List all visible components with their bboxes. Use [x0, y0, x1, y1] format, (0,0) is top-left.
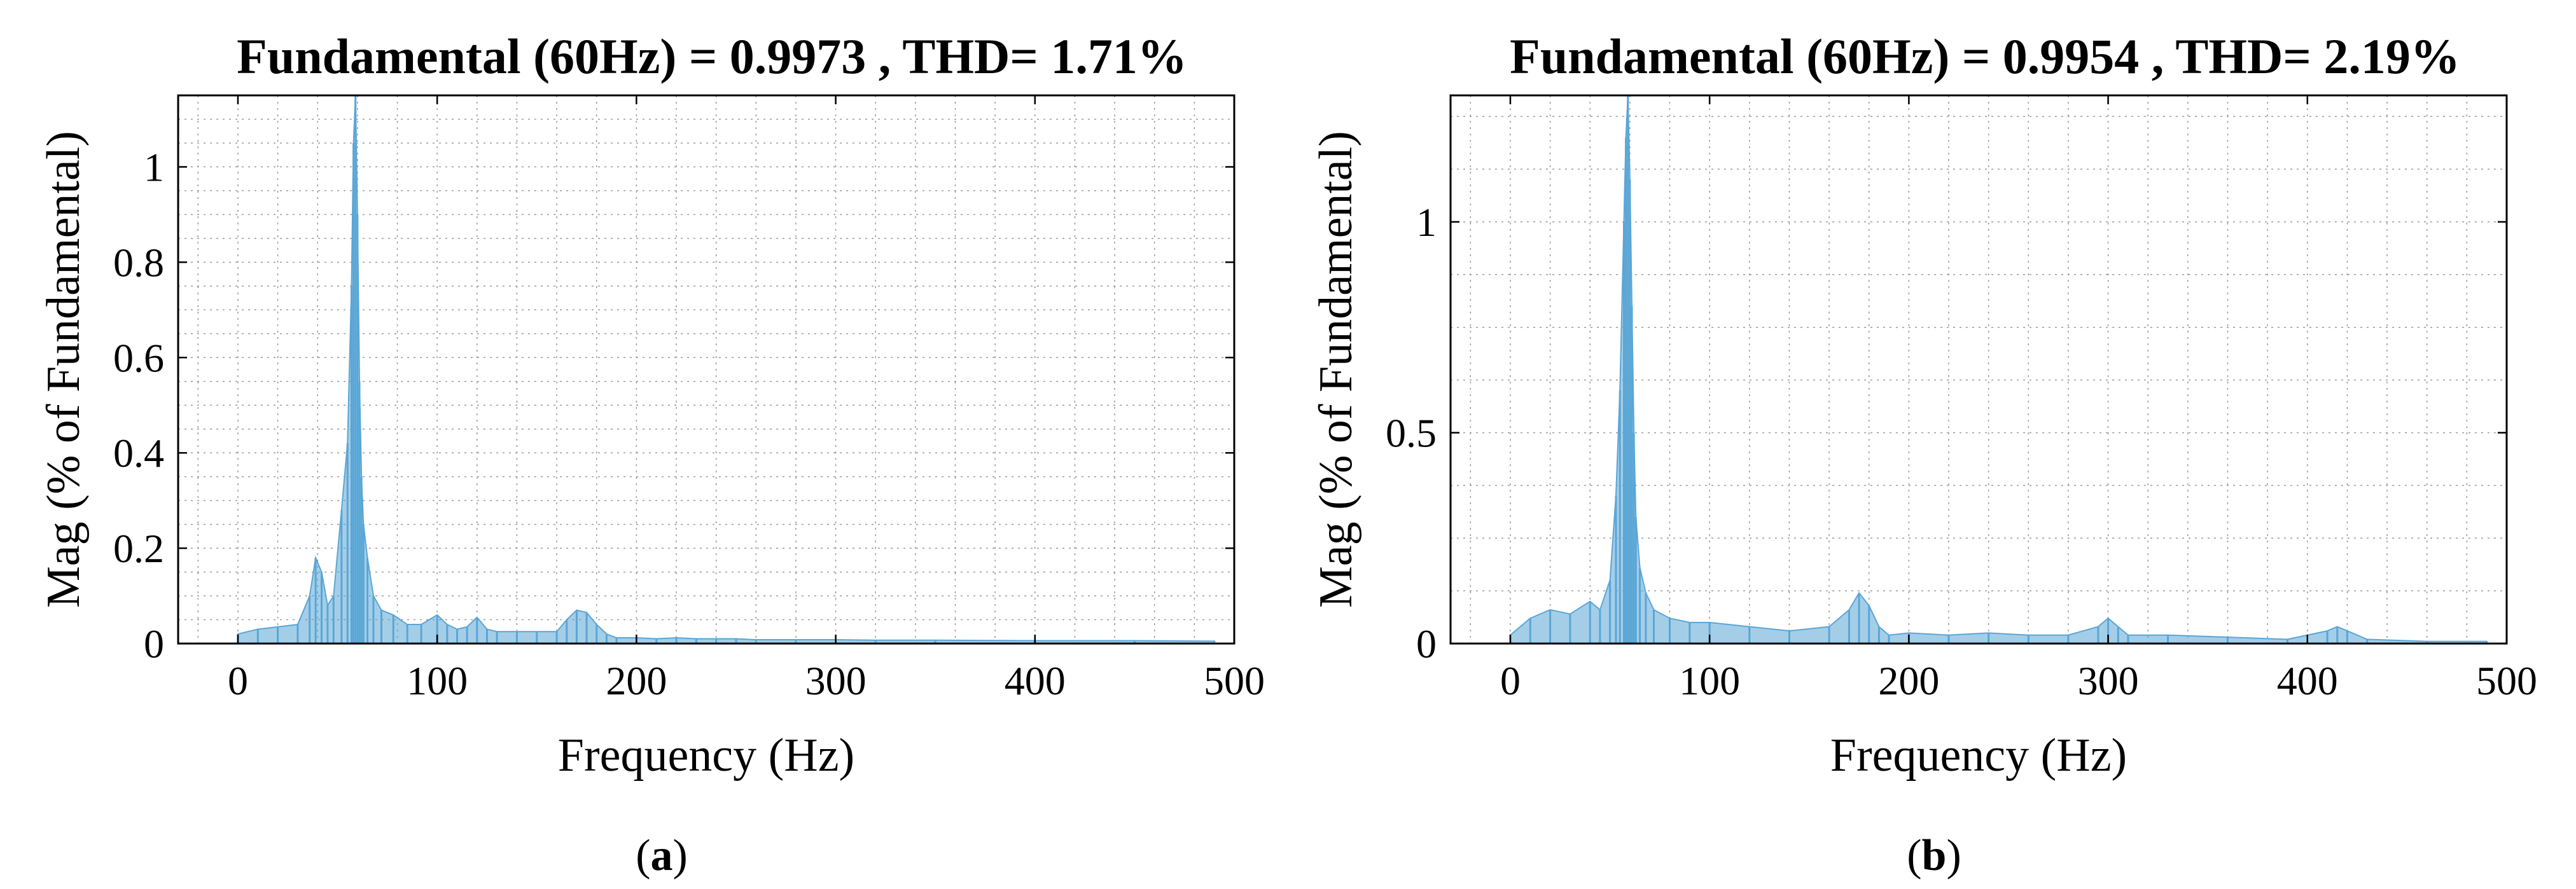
panel-b-caption: (b)	[1907, 831, 1961, 880]
panel-a-series	[237, 95, 1216, 644]
panel-a-ytick-label: 0.6	[113, 335, 164, 380]
panel-a-ytick-label: 0.8	[113, 240, 164, 285]
panel-a-ticks: 0 100 200 300 400 500 0 0.2 0.4 0.6 0.8 1	[113, 95, 1265, 703]
panel-b-xtick-label: 300	[2078, 658, 2139, 703]
panel-b-xtick-label: 200	[1878, 658, 1939, 703]
panel-b: Fundamental (60Hz) = 0.9954 , THD= 2.19%…	[1310, 29, 2537, 880]
panel-b-ytick-label: 1	[1416, 200, 1437, 245]
panel-a-caption-letter: a	[651, 831, 673, 880]
panel-a-xlabel: Frequency (Hz)	[558, 729, 854, 782]
panel-a-ylabel: Mag (% of Fundamental)	[38, 131, 90, 608]
panel-a-ytick-label: 0.2	[113, 526, 164, 571]
panel-a-xtick-label: 300	[805, 658, 867, 703]
panel-b-axes-box	[1449, 94, 2508, 645]
panel-a-xtick-label: 500	[1204, 658, 1265, 703]
panel-b-caption-letter: b	[1922, 831, 1947, 880]
panel-a-grid	[178, 95, 1234, 644]
panel-a-ytick-label: 1	[144, 144, 164, 190]
panel-b-title: Fundamental (60Hz) = 0.9954 , THD= 2.19%	[1510, 29, 2460, 84]
panel-a-xtick-label: 100	[407, 658, 468, 703]
panel-b-series	[1509, 95, 2488, 644]
panel-a-xtick-label: 200	[606, 658, 667, 703]
panel-b-xtick-label: 500	[2476, 658, 2537, 703]
panel-a-spectrum-area	[237, 95, 1215, 644]
panel-b-ticks: 0 100 200 300 400 500 0 0.5 1	[1386, 95, 2537, 703]
panel-b-xlabel: Frequency (Hz)	[1830, 729, 2127, 782]
panel-b-plot-area	[1451, 95, 2507, 644]
panel-b-xtick-label: 100	[1679, 658, 1740, 703]
panel-a-axes-box	[177, 94, 1236, 645]
panel-b-xtick-label: 400	[2277, 658, 2338, 703]
panel-b-grid	[1451, 95, 2507, 644]
panel-a-xtick-label: 400	[1005, 658, 1066, 703]
panel-b-ylabel: Mag (% of Fundamental)	[1310, 131, 1362, 608]
panel-b-ytick-label: 0.5	[1386, 410, 1437, 455]
panel-b-ytick-label: 0	[1416, 621, 1437, 666]
panel-a-title: Fundamental (60Hz) = 0.9973 , THD= 1.71%	[237, 29, 1187, 84]
panel-a-ytick-label: 0	[144, 621, 164, 666]
panel-b-xtick-label: 0	[1500, 658, 1521, 703]
panel-a-xtick-label: 0	[228, 658, 248, 703]
panel-a-ytick-label: 0.4	[113, 431, 164, 476]
panel-a: Fundamental (60Hz) = 0.9973 , THD= 1.71%…	[38, 29, 1265, 880]
panel-a-caption: (a)	[636, 831, 688, 880]
